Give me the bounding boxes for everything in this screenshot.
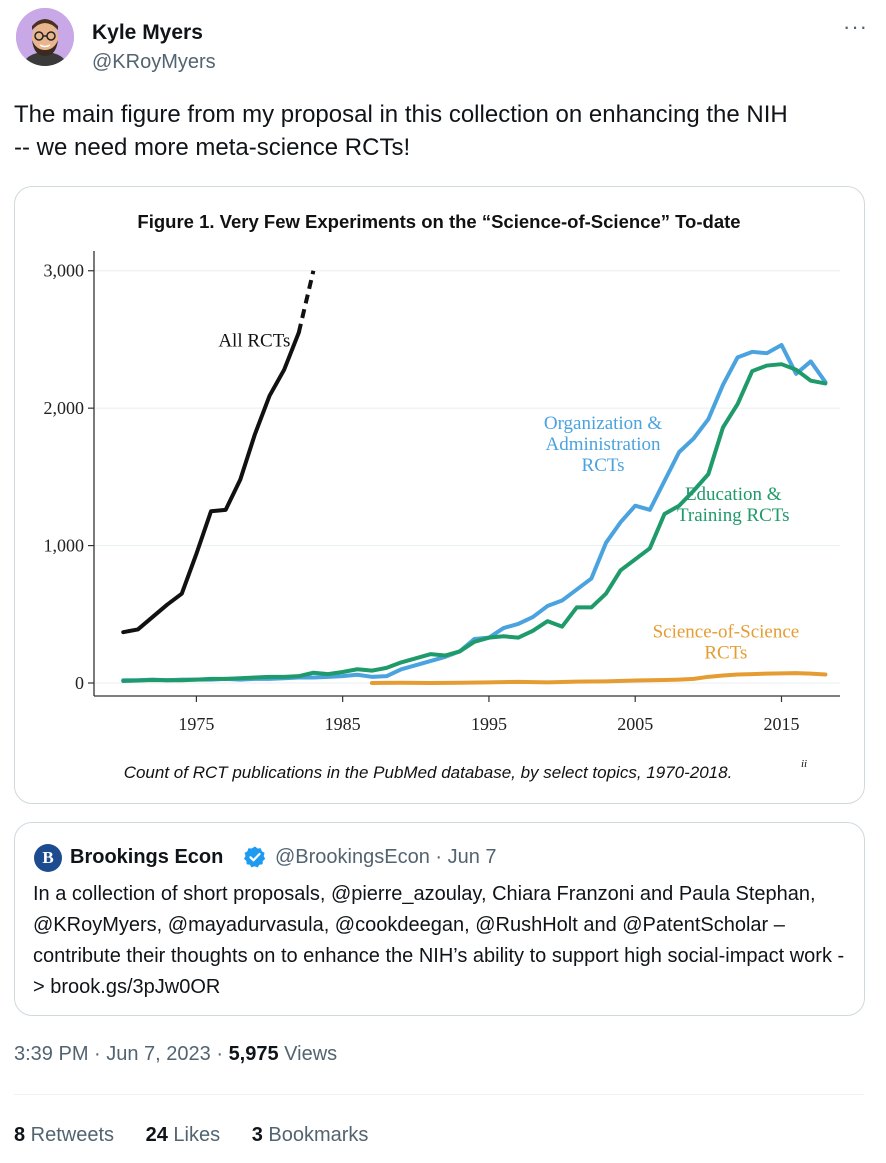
series-label-science-of-science-rcts: RCTs [704, 643, 747, 664]
caption-footnote-marker: ii [801, 758, 807, 770]
tweet-text: The main figure from my proposal in this… [14, 101, 788, 161]
chart-title: Figure 1. Very Few Experiments on the “S… [137, 211, 740, 232]
likes-label: Likes [167, 1124, 221, 1146]
bookmarks-count: 3 [251, 1124, 263, 1146]
verified-badge-icon [244, 846, 266, 868]
quoted-author-name[interactable]: Brookings Econ [70, 846, 224, 868]
engagement-stats: 8 Retweets 24 Likes 3 Bookmarks [14, 1124, 394, 1147]
views-count: 5,975 [228, 1043, 279, 1065]
series-line-dashed-all-rcts [296, 270, 316, 334]
y-tick-label: 1,000 [44, 536, 85, 556]
tweet-header: Kyle Myers @KRoyMyers ··· [16, 8, 870, 73]
series-label-organization-administration-rcts: Administration [546, 434, 662, 455]
retweets-label: Retweets [25, 1124, 115, 1146]
series-label-education-training-rcts: Education & [685, 484, 782, 505]
quoted-handle-date: @BrookingsEcon · Jun 7 [275, 846, 497, 868]
divider [14, 1094, 864, 1095]
rct-line-chart: Figure 1. Very Few Experiments on the “S… [44, 211, 840, 782]
bookmarks-stat[interactable]: 3 Bookmarks [252, 1124, 369, 1147]
quoted-tweet-card[interactable]: B Brookings Econ @BrookingsEcon · Jun 7 … [14, 822, 865, 1016]
x-tick-label: 1985 [325, 714, 361, 734]
avatar-face-icon [16, 8, 74, 66]
bookmarks-label: Bookmarks [262, 1124, 369, 1146]
series-label-education-training-rcts: Training RCTs [677, 505, 790, 526]
tweet-timestamp[interactable]: 3:39 PM · Jun 7, 2023 · [14, 1043, 229, 1065]
x-tick-label: 1995 [471, 714, 507, 734]
y-tick-label: 0 [75, 673, 84, 693]
x-tick-label: 2015 [763, 714, 799, 734]
tweet-media-card[interactable]: Figure 1. Very Few Experiments on the “S… [14, 186, 865, 804]
retweets-count: 8 [14, 1124, 26, 1146]
author-name[interactable]: Kyle Myers [92, 21, 203, 44]
likes-stat[interactable]: 24 Likes [146, 1124, 221, 1147]
author-handle[interactable]: @KRoyMyers [92, 51, 216, 73]
series-label-organization-administration-rcts: RCTs [582, 455, 625, 476]
views-label: Views [278, 1043, 338, 1065]
tweet-meta: 3:39 PM · Jun 7, 2023 · 5,975 Views [14, 1043, 337, 1066]
chart-caption: Count of RCT publications in the PubMed … [124, 763, 733, 782]
retweets-stat[interactable]: 8 Retweets [14, 1124, 114, 1147]
series-label-organization-administration-rcts: Organization & [544, 413, 663, 434]
quoted-tweet-text: In a collection of short proposals, @pie… [33, 883, 845, 998]
brookings-logo[interactable]: B [34, 844, 62, 872]
series-label-science-of-science-rcts: Science-of-Science [653, 622, 800, 643]
x-tick-label: 2005 [617, 714, 653, 734]
y-tick-label: 2,000 [44, 398, 85, 418]
y-tick-label: 3,000 [44, 261, 85, 281]
series-line-all-rcts [121, 330, 301, 635]
author-avatar[interactable] [16, 8, 74, 66]
series-line-education-training-rcts [121, 362, 828, 683]
likes-count: 24 [145, 1124, 168, 1146]
series-label-all-rcts: All RCTs [218, 330, 290, 351]
series-line-science-of-science-rcts [369, 671, 828, 686]
more-options-icon[interactable]: ··· [843, 14, 868, 39]
x-tick-label: 1975 [178, 714, 214, 734]
